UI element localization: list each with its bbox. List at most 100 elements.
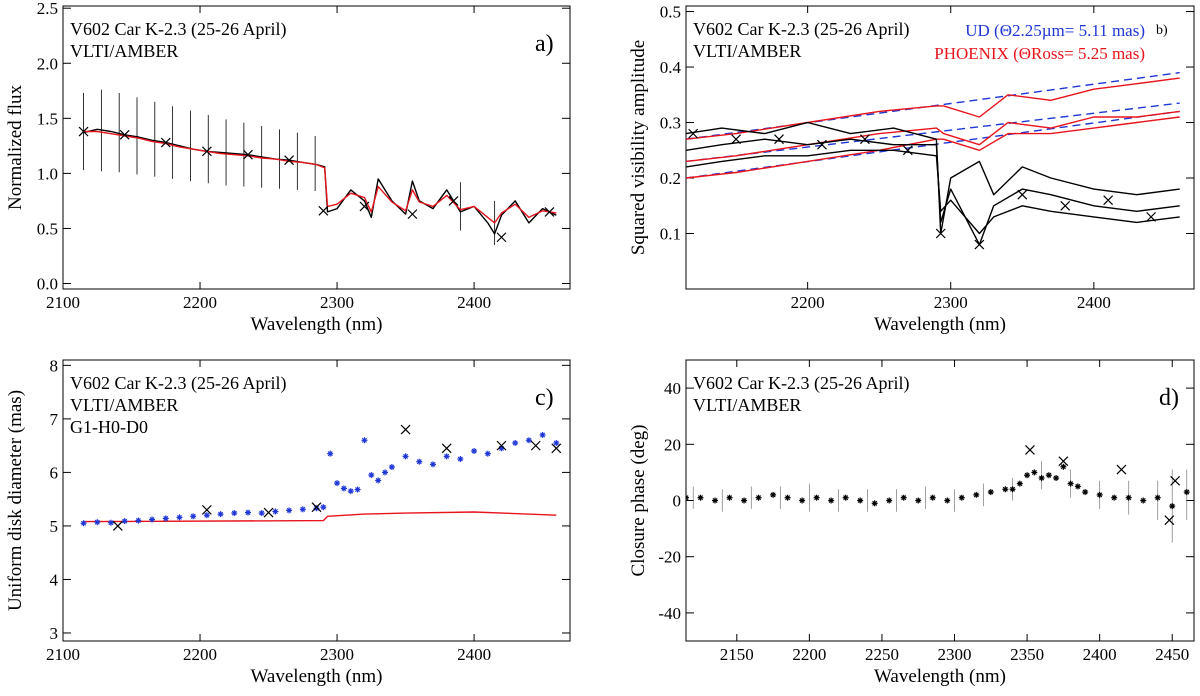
x-tick-label: 2300 [938,645,972,664]
data-point-stroke [526,437,532,443]
data-point [697,494,704,501]
data-point [784,494,791,501]
data-point-stroke [300,506,306,512]
x-marker [935,228,946,239]
data-point [1002,486,1009,493]
x-marker-stroke [1103,195,1114,206]
x-marker-stroke [1025,444,1035,455]
data-point [1183,489,1190,496]
x-tick-label: 2300 [320,645,354,664]
data-point [80,520,87,527]
x-marker-stroke [902,145,913,156]
y-tick-label: 0.5 [37,219,58,238]
plot-frame [685,5,1195,290]
data-point-stroke [828,497,834,504]
data-point-stroke [799,497,805,504]
data-point-stroke [272,508,278,514]
data-point-stroke [1075,483,1081,489]
data-point-stroke [1017,481,1023,487]
x-marker-stroke [551,443,562,454]
x-marker-stroke [530,440,541,451]
data-point-stroke [1039,475,1045,481]
data-point-stroke [204,512,210,518]
x-marker [441,443,452,454]
data-point-stroke [348,488,354,494]
data-point [944,497,951,504]
data-point-stroke [1111,495,1117,501]
x-marker-stroke [1116,464,1127,475]
data-point-stroke [540,432,546,438]
y-tick-label: 40 [664,379,681,398]
data-point [484,450,491,457]
y-tick-label: 0.4 [660,58,682,77]
data-point-stroke [245,510,251,516]
data-point [857,497,864,504]
x-axis-label: Wavelength (nm) [251,666,383,687]
data-point-stroke [901,495,907,501]
data-point [770,491,777,498]
data-point-stroke [457,456,463,462]
data-point [272,508,279,515]
y-tick-label: 0.5 [660,3,681,22]
x-tick-label: 2250 [865,645,899,664]
data-point [553,439,560,446]
x-axis-label: Wavelength (nm) [874,314,1006,335]
data-point-stroke [313,505,320,511]
data-point-stroke [1082,489,1088,495]
data-point-stroke [959,495,965,501]
data-point-stroke [327,451,333,457]
data-point-stroke [122,518,128,524]
data-point [1154,494,1161,501]
series-line [83,511,557,523]
data-point-stroke [553,440,559,446]
data-point [347,488,354,495]
data-point [176,514,183,521]
data-point [1031,469,1038,476]
x-tick-label: 2200 [792,645,826,664]
data-point-stroke [320,504,326,510]
data-point [886,497,893,504]
x-axis-label: Wavelength (nm) [251,314,383,335]
data-point [712,497,719,504]
data-point-stroke [756,495,762,501]
data-point-stroke [1184,489,1190,495]
data-point-stroke [1053,475,1059,481]
data-point [1060,463,1067,470]
x-marker [1170,475,1181,486]
annotation-text: G1-H0-D0 [70,417,148,437]
panel-label: d) [1159,385,1179,411]
y-tick-label: 5 [50,517,59,536]
y-tick-label: 20 [664,435,681,454]
x-marker-stroke [201,146,212,157]
x-marker [1116,464,1127,475]
y-tick-label: 2.5 [37,0,58,18]
series-line [83,130,557,224]
data-point-stroke [135,518,141,524]
x-marker [817,139,827,150]
data-point-stroke [375,477,381,483]
x-marker-stroke [974,239,985,250]
panel-a: 2100 2200 2300 2400 0.0 0.5 1.0 1.5 2.0 2.5 Wavele… [5,0,571,335]
data-point [1096,491,1103,498]
data-point [842,494,849,501]
annotation-text: VLTI/AMBER [70,395,178,415]
x-tick-label: 2400 [457,293,491,312]
data-point-stroke [218,511,224,517]
x-marker-stroke [160,137,171,148]
data-point-stroke [785,495,791,501]
x-marker [551,443,562,454]
data-point [871,500,878,507]
data-point-stroke [857,497,863,504]
x-marker [284,155,295,166]
annotation-text: VLTI/AMBER [693,395,801,415]
data-point-stroke [286,507,292,513]
x-marker-stroke [400,424,411,435]
data-point [162,515,169,522]
x-marker [359,201,370,212]
panel-c: 2100 2200 2300 2400 3 4 5 6 7 8 Wavelength (nm) Uni… [5,356,571,687]
x-marker [1060,200,1071,211]
x-marker-stroke [311,502,322,513]
x-marker [112,520,123,531]
data-point-stroke [727,495,733,501]
annotation-text: V602 Car K-2.3 (25-26 April) [693,19,909,40]
